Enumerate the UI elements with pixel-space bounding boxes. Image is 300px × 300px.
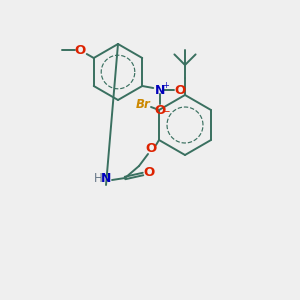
Text: N: N xyxy=(101,172,111,185)
Text: O: O xyxy=(74,44,85,56)
Text: O: O xyxy=(154,103,166,116)
Text: N: N xyxy=(155,83,165,97)
Text: H: H xyxy=(94,172,102,184)
Text: Br: Br xyxy=(136,98,150,112)
Text: O: O xyxy=(143,167,155,179)
Text: +: + xyxy=(162,82,169,91)
Text: O: O xyxy=(146,142,157,155)
Text: −: − xyxy=(162,107,171,117)
Text: O: O xyxy=(175,83,186,97)
